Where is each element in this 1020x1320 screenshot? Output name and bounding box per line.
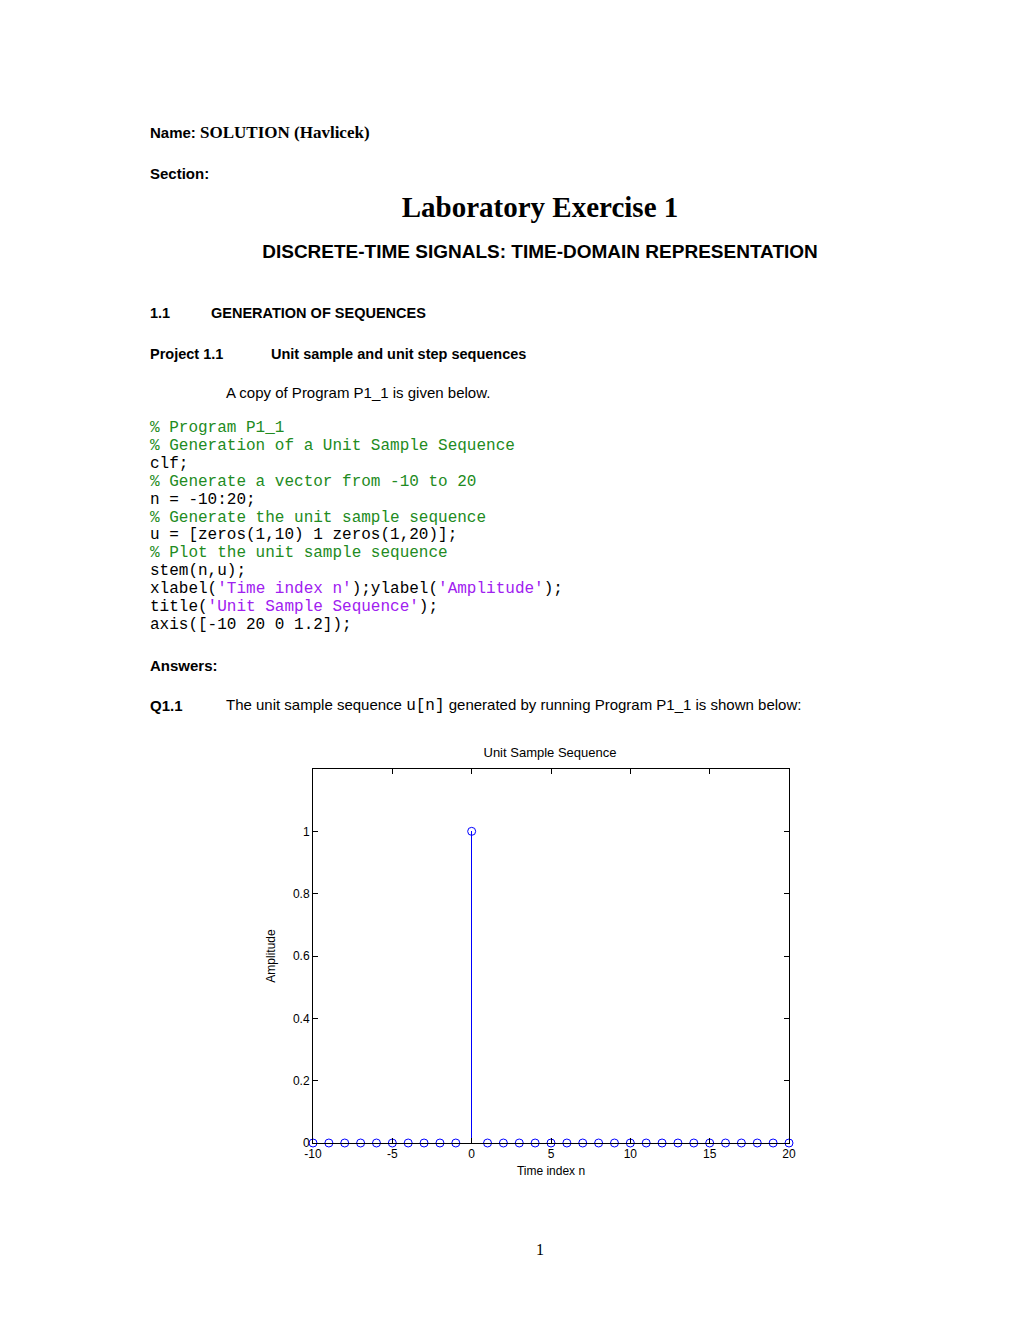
svg-text:Unit Sample Sequence: Unit Sample Sequence — [484, 745, 617, 760]
html-text:% Generate a vector from -10 t: % Generate a vector from -10 to 20 — [150, 472, 477, 491]
html-text:n = -10:20;: n = -10:20; — [150, 490, 256, 509]
svg-text:15: 15 — [703, 1147, 717, 1161]
svg-text:0.8: 0.8 — [293, 887, 310, 901]
svg-text:Amplitude: Amplitude — [264, 929, 278, 983]
html-text:Section:: Section: — [150, 164, 210, 182]
html-text:1: 1 — [536, 1241, 544, 1258]
svg-text:-10: -10 — [304, 1147, 322, 1161]
html-text:stem(n,u);: stem(n,u); — [150, 562, 246, 581]
svg-text:10: 10 — [624, 1147, 638, 1161]
svg-text:20: 20 — [782, 1147, 796, 1161]
html-text:% Generation of a Unit Sample: % Generation of a Unit Sample Sequence — [150, 436, 515, 455]
html-text:% Plot the unit sample sequenc: % Plot the unit sample sequence — [150, 544, 448, 563]
html-text:axis([-10 20 0 1.2]);: axis([-10 20 0 1.2]); — [150, 615, 352, 634]
svg-text:0: 0 — [303, 1136, 310, 1150]
html-text:Unit sample and unit step sequ: Unit sample and unit step sequences — [271, 345, 527, 362]
svg-text:Time index n: Time index n — [517, 1164, 585, 1178]
svg-text:-5: -5 — [387, 1147, 398, 1161]
html-text:GENERATION OF SEQUENCES: GENERATION OF SEQUENCES — [211, 304, 426, 321]
html-text:xlabel('Time index n');ylabel(: xlabel('Time index n');ylabel('Amplitude… — [150, 580, 563, 599]
html-text:Project 1.1: Project 1.1 — [150, 345, 224, 362]
html-text:Name: SOLUTION (Havlicek): Name: SOLUTION (Havlicek) — [150, 123, 370, 142]
html-text:clf;: clf; — [150, 454, 189, 473]
svg-text:0.4: 0.4 — [293, 1012, 310, 1026]
svg-text:0.6: 0.6 — [293, 949, 310, 963]
svg-text:0.2: 0.2 — [293, 1074, 310, 1088]
svg-text:1: 1 — [303, 825, 310, 839]
html-text:% Program P1_1: % Program P1_1 — [150, 419, 285, 437]
html-text:u = [zeros(1,10) 1 zeros(1,20): u = [zeros(1,10) 1 zeros(1,20)]; — [150, 526, 458, 545]
html-text:Laboratory Exercise 1: Laboratory Exercise 1 — [401, 190, 679, 223]
svg-text:5: 5 — [548, 1147, 555, 1161]
html-text:Q1.1: Q1.1 — [150, 696, 183, 714]
html-text:Answers:: Answers: — [150, 656, 218, 674]
html-text:DISCRETE-TIME SIGNALS: TIME-DO: DISCRETE-TIME SIGNALS: TIME-DOMAIN REPRE… — [262, 240, 818, 262]
html-text:The unit sample sequence u[n]: The unit sample sequence u[n] generated … — [226, 696, 802, 715]
html-text:title('Unit Sample Sequence');: title('Unit Sample Sequence'); — [150, 598, 438, 616]
html-text:% Generate the unit sample seq: % Generate the unit sample sequence — [150, 508, 487, 527]
html-text:1.1: 1.1 — [150, 304, 171, 321]
svg-text:0: 0 — [468, 1147, 475, 1161]
html-text:A copy of Program P1_1 is give: A copy of Program P1_1 is given below. — [226, 383, 491, 401]
